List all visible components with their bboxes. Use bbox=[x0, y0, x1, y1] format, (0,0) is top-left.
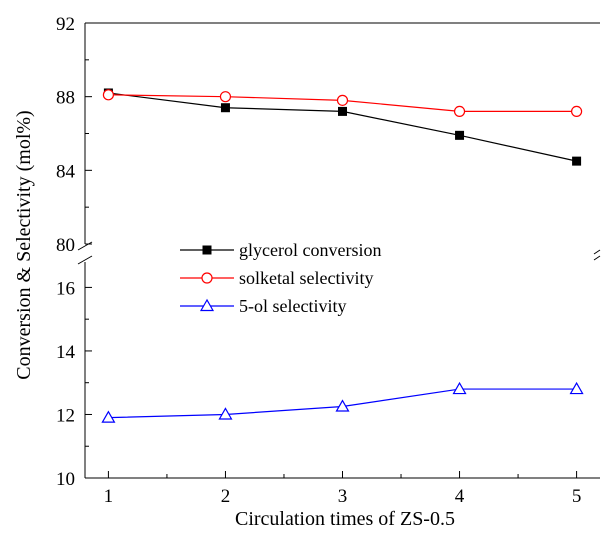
data-point bbox=[572, 156, 582, 166]
data-point bbox=[455, 130, 465, 140]
legend-marker bbox=[199, 298, 215, 312]
y-tick-label: 80 bbox=[56, 235, 75, 256]
y-tick-label: 14 bbox=[56, 342, 76, 363]
series-group bbox=[101, 88, 584, 423]
legend-label: solketal selectivity bbox=[239, 268, 373, 288]
y-tick-label: 92 bbox=[56, 14, 75, 35]
legend-label: glycerol conversion bbox=[239, 240, 381, 260]
data-point bbox=[453, 105, 466, 118]
data-point bbox=[219, 91, 232, 103]
legend-label: 5-ol selectivity bbox=[239, 296, 346, 316]
data-point bbox=[218, 407, 233, 420]
y-axis-title: Conversion & Selectivity (mol%) bbox=[13, 110, 35, 379]
y-tick-label: 88 bbox=[56, 88, 75, 109]
y-tick-label: 16 bbox=[56, 278, 75, 299]
x-tick-label: 1 bbox=[104, 486, 114, 507]
data-point bbox=[220, 103, 230, 113]
x-axis-title: Circulation times of ZS-0.5 bbox=[235, 508, 455, 530]
legend-marker bbox=[201, 272, 213, 284]
x-tick-label: 3 bbox=[338, 486, 348, 507]
y-tick-label: 84 bbox=[56, 161, 76, 182]
data-point bbox=[452, 381, 467, 395]
axis-break-mark bbox=[593, 255, 601, 261]
y-tick-label: 12 bbox=[56, 405, 75, 426]
x-tick-label: 5 bbox=[572, 486, 582, 507]
axis-break-mark bbox=[77, 241, 93, 251]
axis-ticks bbox=[85, 22, 578, 479]
data-point bbox=[335, 399, 350, 412]
y-tick-label: 10 bbox=[56, 469, 75, 490]
data-point bbox=[336, 94, 349, 106]
axis-break-mark bbox=[593, 249, 601, 255]
series-2 bbox=[102, 89, 583, 118]
data-point bbox=[570, 105, 583, 118]
legend-marker bbox=[202, 245, 212, 255]
axis-break-mark bbox=[77, 255, 93, 265]
x-tick-label: 4 bbox=[455, 486, 465, 507]
x-tick-label: 2 bbox=[221, 486, 231, 507]
data-point bbox=[101, 410, 116, 423]
legend: glycerol conversion solketal selectivity 5… bbox=[180, 240, 381, 316]
series-3 bbox=[101, 381, 584, 423]
data-point bbox=[338, 106, 347, 116]
data-point bbox=[102, 89, 115, 101]
data-point bbox=[569, 381, 584, 395]
